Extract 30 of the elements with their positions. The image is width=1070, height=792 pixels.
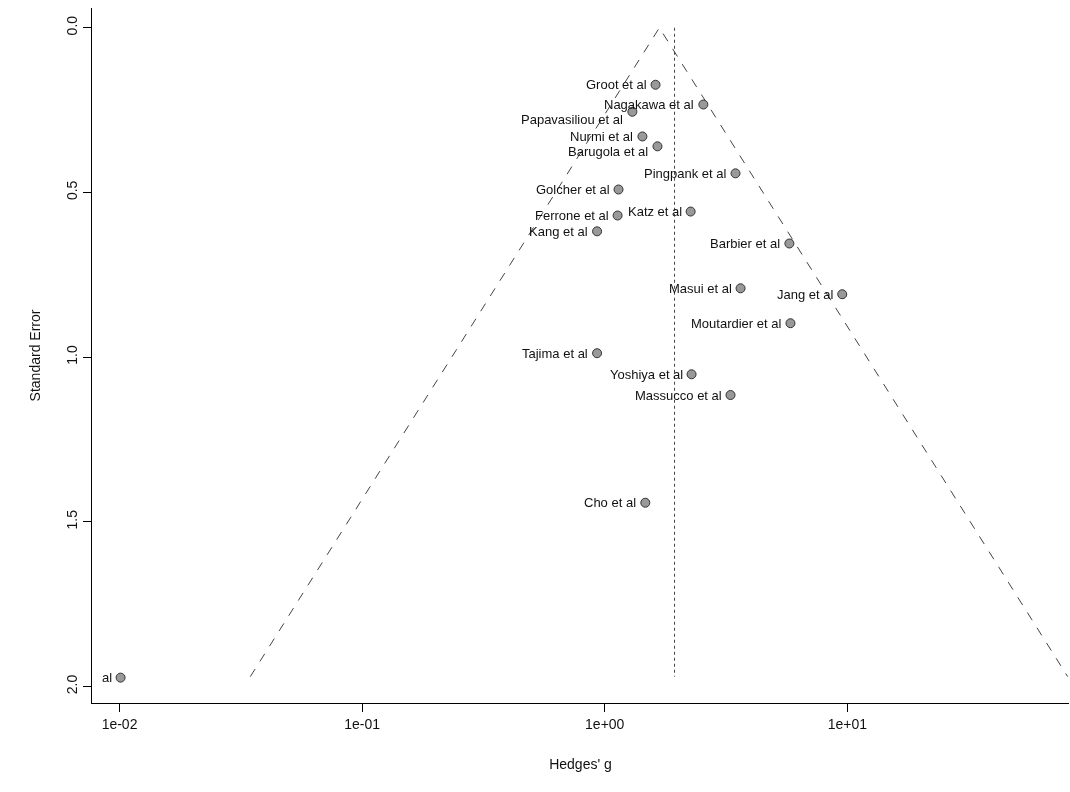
y-tick-label: 2.0 [64,674,81,695]
annotation: Papavasiliou et al [521,112,624,127]
annotation: Tajima et al [522,346,588,361]
x-tick-label: 1e+01 [827,715,868,732]
annotation: Barbier et al [710,236,781,251]
x-tick-label: 1e+00 [585,715,625,732]
x-tick-label: 1e-02 [101,715,138,732]
annotation: Katz et al [628,204,683,219]
annotation: Pingpank et al [644,166,727,181]
annotation: Barugola et al [568,144,649,159]
y-axis-title: Standard Error [27,309,43,402]
annotation: Nurmi et al [570,129,633,144]
annotation: Jang et al [777,287,834,302]
annotation: Masui et al [669,281,732,296]
annotation: Moutardier et al [691,316,782,331]
annotation: Nagakawa et al [604,97,694,112]
y-tick-label: 0.0 [64,15,81,36]
annotation: Yoshiya et al [610,367,684,382]
annotation: Massucco et al [635,388,722,403]
annotation: Cho et al [584,495,637,510]
y-tick-label: 1.0 [64,345,81,365]
x-axis-title: Hedges' g [549,756,612,773]
y-tick-label: 0.5 [64,180,81,201]
annotation: al [102,670,113,685]
annotation: Kang et al [529,224,588,239]
annotation: Ferrone et al [535,208,609,223]
y-tick-label: 1.5 [64,509,81,530]
x-tick-label: 1e-01 [344,715,381,732]
annotation: Groot et al [586,77,647,92]
annotation: Golcher et al [536,182,610,197]
